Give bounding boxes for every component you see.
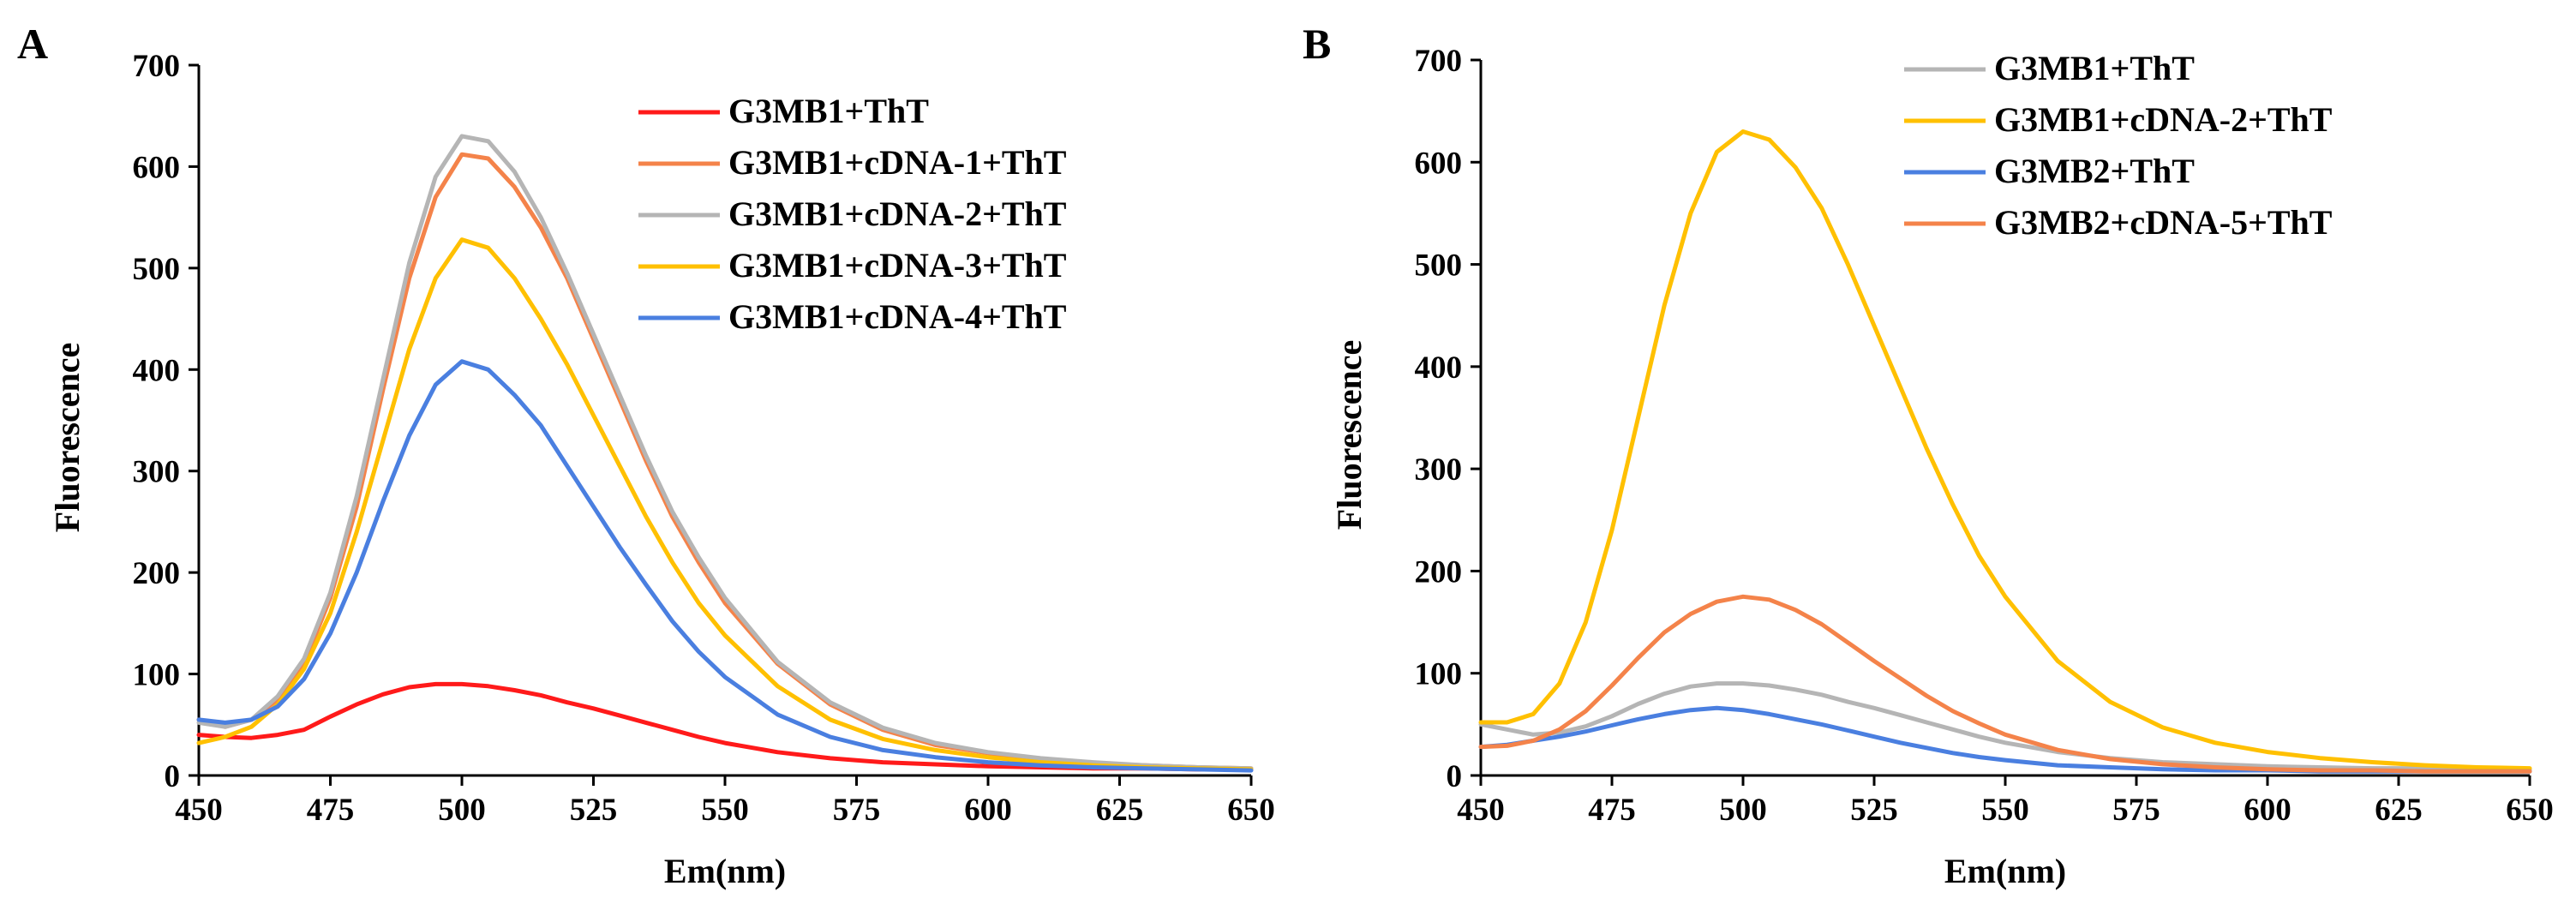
y-tick-label: 700: [133, 49, 181, 84]
panel-a: A 0 100 200 300 400 500 600 700 450 475 500 525 550 57…: [17, 20, 1275, 890]
series-line-4: [196, 237, 1254, 772]
y-axis-label: Fluorescence: [1330, 340, 1369, 530]
y-tick-label: 300: [133, 455, 181, 490]
y-tick-label: 300: [1415, 452, 1463, 488]
x-tick-label: 650: [2506, 793, 2554, 828]
x-tick-label: 625: [2375, 793, 2423, 828]
y-tick-label: 500: [1415, 248, 1463, 284]
x-tick-label: 500: [438, 793, 486, 828]
y-tick-label: 0: [165, 759, 181, 794]
y-tick-label: 400: [133, 353, 181, 388]
legend-label: G3MB1+ThT: [728, 92, 929, 130]
x-axis-label: Em(nm): [1944, 852, 2066, 890]
legend-label: G3MB2+cDNA-5+ThT: [1994, 203, 2333, 242]
panel-letter: B: [1303, 20, 1331, 68]
series-line-3: [196, 134, 1254, 771]
x-tick-label: 550: [1981, 793, 2029, 828]
panel-letter: A: [17, 20, 48, 68]
x-tick-label: 550: [701, 793, 749, 828]
legend-label: G3MB1+cDNA-3+ThT: [728, 246, 1067, 284]
x-tick-label: 525: [570, 793, 618, 828]
y-tick-label: 0: [1447, 759, 1463, 794]
x-tick-label: 450: [1457, 793, 1505, 828]
x-tick-label: 500: [1719, 793, 1767, 828]
y-tick-label: 200: [1415, 554, 1463, 590]
x-tick-label: 475: [307, 793, 355, 828]
y-tick-label: 600: [1415, 146, 1463, 181]
x-tick-label: 600: [2244, 793, 2291, 828]
series-line-1: [1478, 681, 2532, 772]
panel-b: B 0 100 200 300 400 500 600 700 450 475 500 525 550 57…: [1303, 20, 2554, 890]
x-axis-label: Em(nm): [664, 852, 786, 890]
x-tick-label: 575: [833, 793, 881, 828]
y-tick-label: 400: [1415, 350, 1463, 386]
legend-label: G3MB1+cDNA-2+ThT: [728, 195, 1067, 233]
series-line-2: [1478, 129, 2532, 771]
y-tick-label: 200: [133, 556, 181, 591]
series-line-5: [196, 359, 1254, 773]
legend-label: G3MB2+ThT: [1994, 152, 2195, 190]
x-tick-label: 625: [1096, 793, 1144, 828]
legend-label: G3MB1+cDNA-2+ThT: [1994, 100, 2333, 139]
x-tick-label: 450: [175, 793, 223, 828]
x-tick-label: 650: [1227, 793, 1275, 828]
legend-label: G3MB1+cDNA-4+ThT: [728, 297, 1067, 336]
y-tick-label: 500: [133, 252, 181, 287]
legend-label: G3MB1+ThT: [1994, 49, 2195, 87]
y-tick-label: 700: [1415, 44, 1463, 79]
y-axis-label: Fluorescence: [48, 343, 87, 532]
legend-label: G3MB1+cDNA-1+ThT: [728, 143, 1067, 182]
series-line-4: [1478, 594, 2532, 774]
series-line-1: [196, 681, 1254, 772]
y-tick-label: 100: [1415, 657, 1463, 692]
x-tick-label: 525: [1850, 793, 1898, 828]
x-tick-label: 600: [964, 793, 1012, 828]
y-tick-label: 100: [133, 658, 181, 693]
x-tick-label: 575: [2112, 793, 2160, 828]
x-tick-label: 475: [1588, 793, 1636, 828]
y-tick-label: 600: [133, 150, 181, 185]
